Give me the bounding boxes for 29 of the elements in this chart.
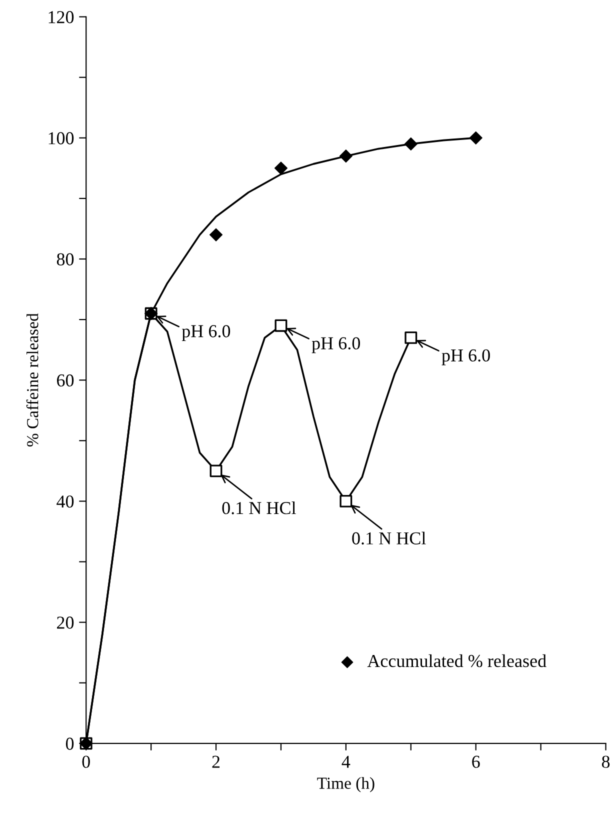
y-tick-label: 80: [56, 253, 74, 266]
annotation: 0.1 N HCl: [222, 501, 296, 514]
point: [274, 319, 288, 332]
y-tick-label: 100: [48, 132, 74, 144]
x-tick-label: 2: [212, 756, 220, 768]
annotation: 0.1 N HCl: [352, 532, 426, 545]
x-tick-label: 0: [82, 756, 90, 768]
annotation: pH 6.0: [312, 337, 360, 354]
y-tick-label: 60: [57, 374, 74, 387]
point: [209, 228, 223, 242]
y-tick-label: 40: [56, 495, 74, 508]
x-axis-title: Time (h): [317, 777, 374, 792]
x-tick-label: 8: [602, 756, 610, 768]
point: [404, 137, 418, 151]
point: [404, 332, 418, 344]
point: [210, 464, 222, 478]
x-tick-label: 6: [472, 756, 480, 768]
annotation: pH 6.0: [182, 325, 230, 341]
y-tick-label: 120: [48, 11, 74, 24]
annotation: pH 6.0: [442, 349, 490, 366]
point: [339, 150, 352, 163]
y-tick-label: 0: [66, 738, 74, 750]
y-tick-label: 20: [57, 616, 74, 629]
x-tick-label: 4: [342, 756, 350, 768]
legend-label: Accumulated % released: [367, 654, 546, 668]
point: [340, 494, 352, 508]
point: [469, 131, 482, 144]
y-axis-title: % Caffeine released: [26, 313, 38, 446]
point: [274, 162, 288, 175]
